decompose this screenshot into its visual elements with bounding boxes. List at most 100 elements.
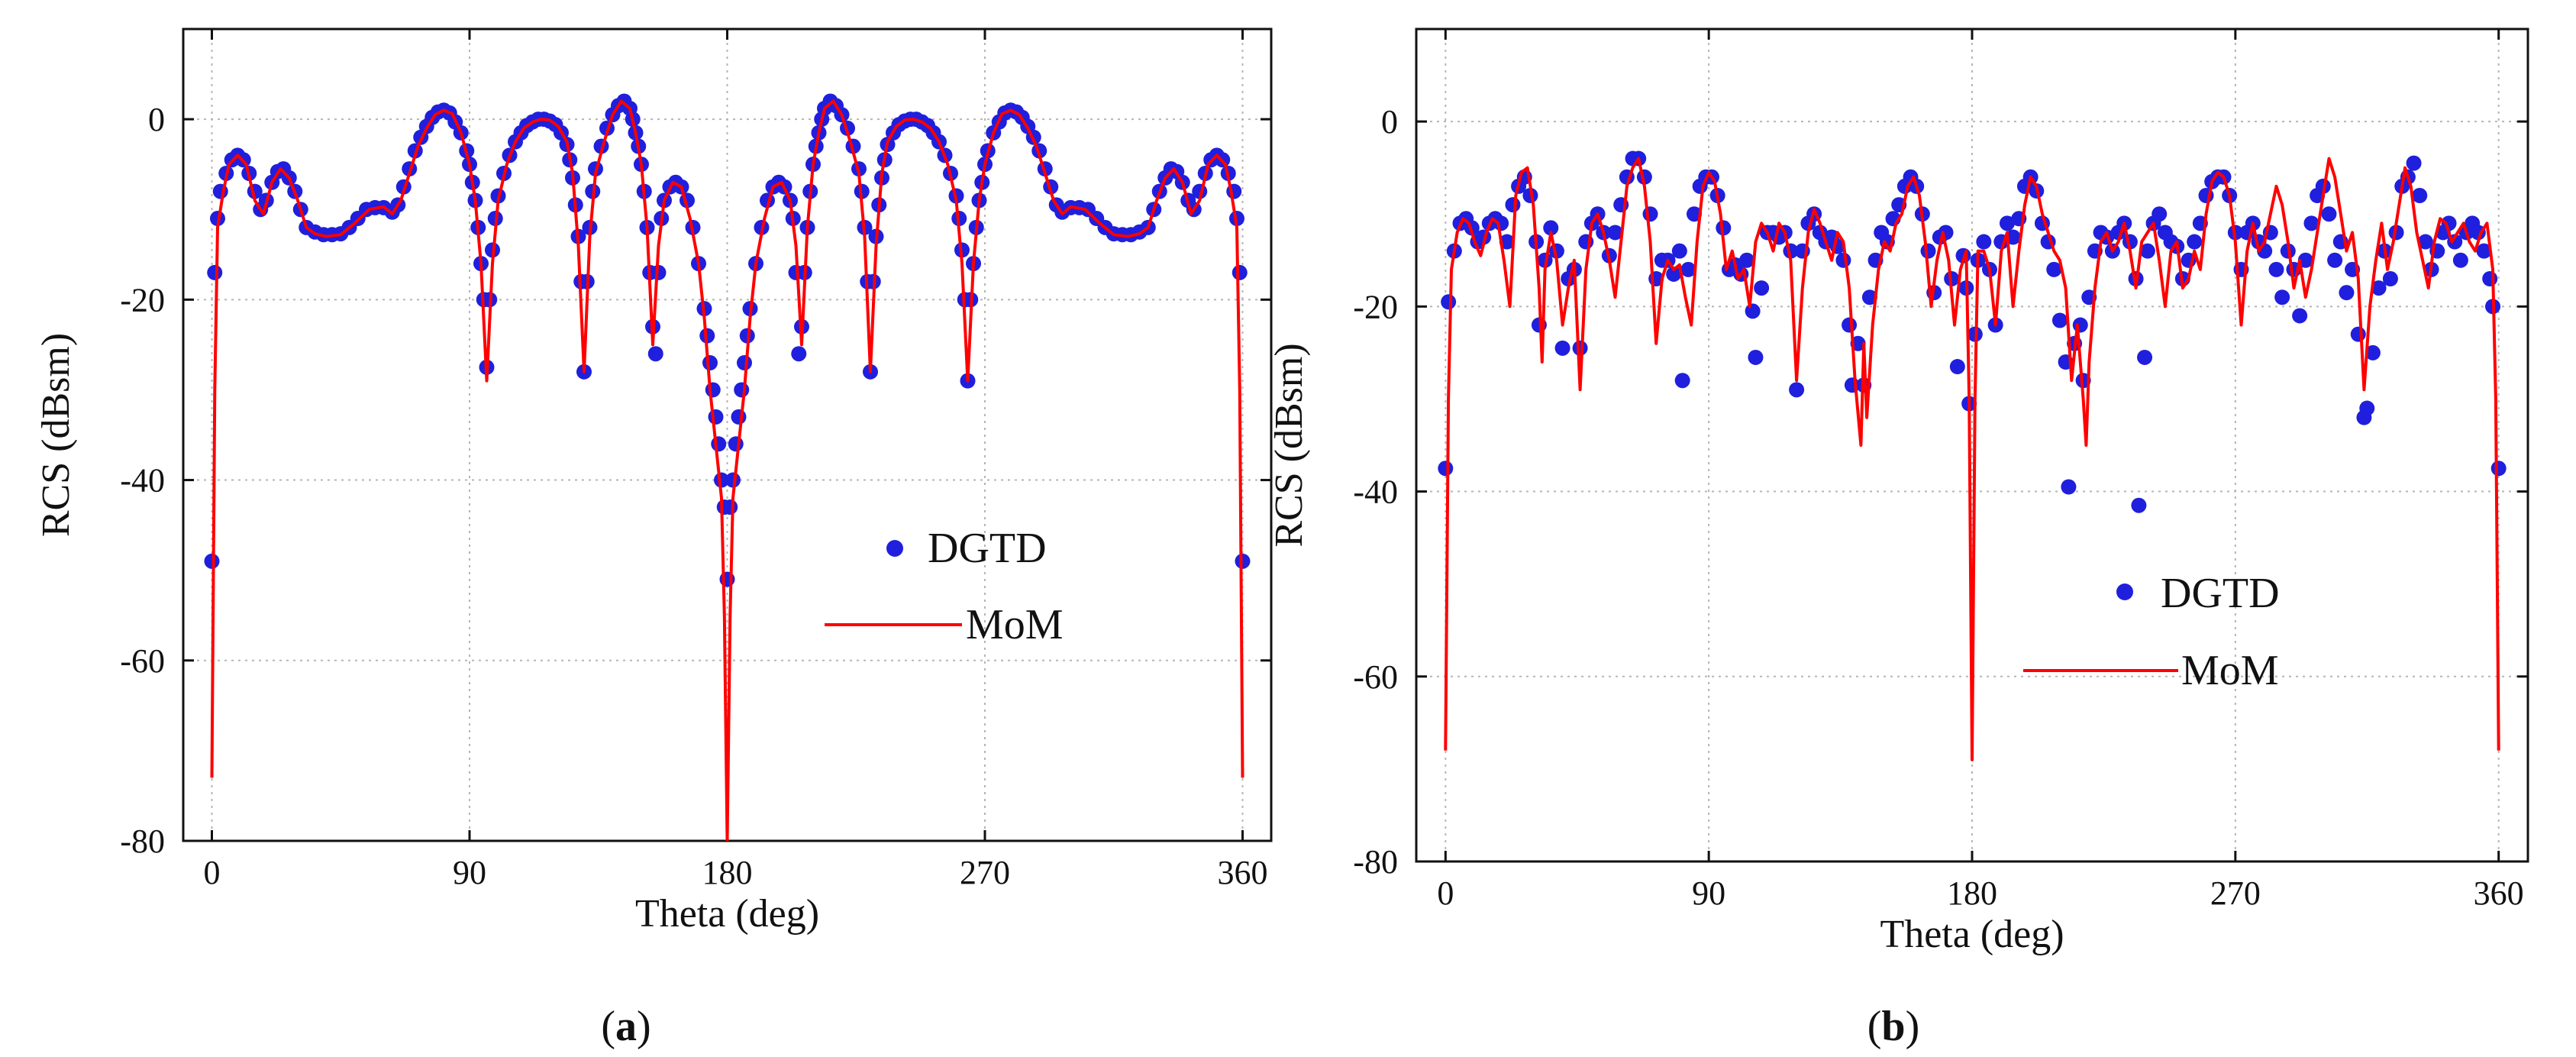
data-point xyxy=(2476,243,2492,259)
data-point xyxy=(1607,225,1623,241)
data-point xyxy=(2490,461,2507,477)
data-point xyxy=(1842,317,1858,333)
x-tick-label: 180 xyxy=(702,854,753,891)
data-point xyxy=(1235,553,1251,569)
data-point xyxy=(1835,252,1851,268)
data-point xyxy=(1687,206,1702,222)
series-line-mom xyxy=(210,99,1244,841)
x-axis-label: Theta (deg) xyxy=(635,892,819,936)
data-point xyxy=(1789,382,1805,398)
data-point xyxy=(1674,373,1690,389)
plot-area xyxy=(1438,150,2507,761)
chart-panel-b: 0 90 180 270 360 -80 -60 -40 -20 0 Theta (deg) RC… xyxy=(1267,27,2529,1050)
data-point xyxy=(2382,271,2398,286)
data-point xyxy=(2441,215,2457,231)
x-tick-label: 180 xyxy=(1947,874,1997,912)
data-point xyxy=(731,409,747,425)
data-point xyxy=(2406,155,2422,171)
data-point xyxy=(2187,234,2203,250)
y-tick-label: -60 xyxy=(120,642,165,680)
data-point xyxy=(708,409,724,425)
data-point xyxy=(2417,234,2433,250)
series-line-mom xyxy=(1444,157,2500,761)
y-tick-label: -20 xyxy=(120,281,165,318)
plot-area xyxy=(204,93,1251,841)
data-point xyxy=(1999,215,2015,231)
series-dgtd xyxy=(1438,150,2507,513)
y-tick-label: -60 xyxy=(1353,658,1398,696)
y-tick-label: 0 xyxy=(148,101,165,138)
y-tick-label: -80 xyxy=(120,823,165,860)
y-tick-label: -40 xyxy=(120,462,165,499)
x-tick-label: 90 xyxy=(453,854,486,891)
data-point xyxy=(2274,289,2290,305)
x-tick-label: 360 xyxy=(2474,874,2524,912)
data-point xyxy=(2350,326,2366,342)
panel-caption: (b) xyxy=(1867,1003,1919,1050)
legend-entry-dgtd: DGTD xyxy=(2161,570,2280,617)
data-point xyxy=(1745,303,1761,319)
data-point xyxy=(2061,479,2077,495)
data-point xyxy=(1505,197,1521,213)
data-point xyxy=(2321,206,2337,222)
data-point xyxy=(1543,220,1559,236)
data-point xyxy=(1680,261,1696,277)
data-point xyxy=(1949,359,1965,375)
data-point xyxy=(1554,340,1570,356)
data-point xyxy=(2303,215,2319,231)
y-tick-label: -80 xyxy=(1353,843,1398,881)
data-point xyxy=(2268,261,2284,277)
data-point xyxy=(1666,266,1682,282)
axis-ticks: 0 90 180 270 360 -80 -60 -40 -20 0 xyxy=(120,29,1271,891)
data-point xyxy=(2365,344,2381,360)
data-point xyxy=(1976,234,1992,250)
data-point xyxy=(2152,206,2168,222)
data-point xyxy=(1748,349,1764,365)
x-tick-label: 90 xyxy=(1692,874,1725,912)
legend-entry-mom: MoM xyxy=(2181,647,2279,694)
legend-marker-dgtd xyxy=(2116,583,2133,600)
data-point xyxy=(2371,280,2387,296)
data-point xyxy=(711,436,727,452)
chart-panel-a: 0 90 180 270 360 -80 -60 -40 -20 0 Theta (deg) RC… xyxy=(34,27,1273,1050)
data-point xyxy=(2137,349,2153,365)
data-point xyxy=(1920,243,1936,259)
data-point xyxy=(2051,312,2068,328)
data-point xyxy=(728,436,744,452)
legend: DGTD MoM xyxy=(2023,570,2280,694)
data-point xyxy=(2339,285,2355,301)
data-point xyxy=(1572,340,1588,356)
legend: DGTD MoM xyxy=(825,525,1064,648)
y-tick-label: -40 xyxy=(1353,474,1398,511)
data-point xyxy=(2292,308,2308,324)
x-tick-label: 0 xyxy=(1437,874,1454,912)
data-point xyxy=(2452,252,2468,268)
data-point xyxy=(791,346,807,362)
panel-caption: (a) xyxy=(601,1003,650,1050)
data-point xyxy=(2046,261,2062,277)
y-axis-label: RCS (dBsm) xyxy=(34,333,78,537)
data-point xyxy=(647,346,663,362)
axis-ticks: 0 90 180 270 360 -80 -60 -40 -20 0 xyxy=(1353,29,2528,912)
x-tick-label: 360 xyxy=(1218,854,1268,891)
grid xyxy=(1416,29,2528,862)
data-point xyxy=(734,382,750,398)
data-point xyxy=(1642,206,1658,222)
data-point xyxy=(204,553,220,569)
caption-letter: b xyxy=(1881,1003,1905,1050)
data-point xyxy=(650,264,667,280)
data-point xyxy=(2359,400,2375,416)
legend-marker-dgtd xyxy=(886,540,903,557)
data-point xyxy=(2327,252,2343,268)
y-tick-label: 0 xyxy=(1381,103,1398,141)
data-point xyxy=(2072,317,2088,333)
data-point xyxy=(2131,497,2147,513)
y-axis-label: RCS (dBsm) xyxy=(1267,343,1311,547)
data-point xyxy=(1438,461,1454,477)
legend-entry-dgtd: DGTD xyxy=(928,525,1047,572)
data-point xyxy=(737,355,752,371)
legend-entry-mom: MoM xyxy=(966,601,1064,648)
caption-letter: a xyxy=(615,1003,637,1050)
data-point xyxy=(705,382,721,398)
